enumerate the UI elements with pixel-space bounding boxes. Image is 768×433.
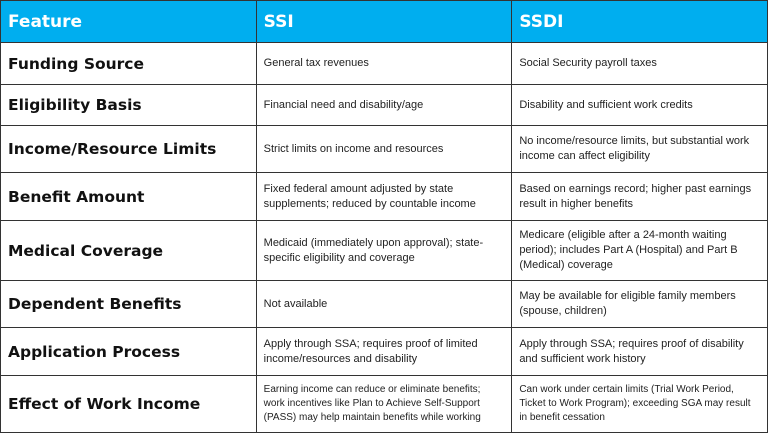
table-row: Funding Source General tax revenues Social… [0,42,768,85]
ssdi-cell: Disability and sufficient work credits [511,84,768,126]
ssi-cell: Financial need and disability/age [255,84,513,126]
feature-cell: Application Process [0,327,257,376]
ssi-cell: General tax revenues [255,42,513,85]
feature-cell: Benefit Amount [0,172,257,221]
header-row: Feature SSI SSDI [0,0,768,43]
feature-cell: Funding Source [0,42,257,85]
ssi-cell: Fixed federal amount adjusted by state s… [255,172,513,221]
ssdi-cell: No income/resource limits, but substanti… [511,125,768,173]
table-row: Medical Coverage Medicaid (immediately up… [0,220,768,281]
ssdi-cell: May be available for eligible family mem… [511,280,768,328]
table-row: Income/Resource Limits Strict limits on i… [0,125,768,173]
table-row: Application Process Apply through SSA; re… [0,327,768,376]
header-ssdi: SSDI [511,0,768,43]
feature-cell: Medical Coverage [0,220,257,281]
feature-cell: Eligibility Basis [0,84,257,126]
ssi-cell: Earning income can reduce or eliminate b… [255,375,513,433]
ssdi-cell: Can work under certain limits (Trial Wor… [511,375,768,433]
ssi-cell: Apply through SSA; requires proof of lim… [255,327,513,376]
ssi-cell: Strict limits on income and resources [255,125,513,173]
feature-cell: Income/Resource Limits [0,125,257,173]
ssi-cell: Not available [255,280,513,328]
table-row: Dependent Benefits Not available May be av… [0,280,768,328]
header-feature: Feature [0,0,257,43]
table-row: Effect of Work Income Earning income can … [0,375,768,433]
ssdi-cell: Apply through SSA; requires proof of dis… [511,327,768,376]
ssdi-cell: Social Security payroll taxes [511,42,768,85]
ssi-cell: Medicaid (immediately upon approval); st… [255,220,513,281]
feature-cell: Dependent Benefits [0,280,257,328]
table-row: Benefit Amount Fixed federal amount adjus… [0,172,768,221]
ssdi-cell: Medicare (eligible after a 24-month wait… [511,220,768,281]
feature-cell: Effect of Work Income [0,375,257,433]
ssdi-cell: Based on earnings record; higher past ea… [511,172,768,221]
header-ssi: SSI [255,0,513,43]
table-row: Eligibility Basis Financial need and disa… [0,84,768,126]
